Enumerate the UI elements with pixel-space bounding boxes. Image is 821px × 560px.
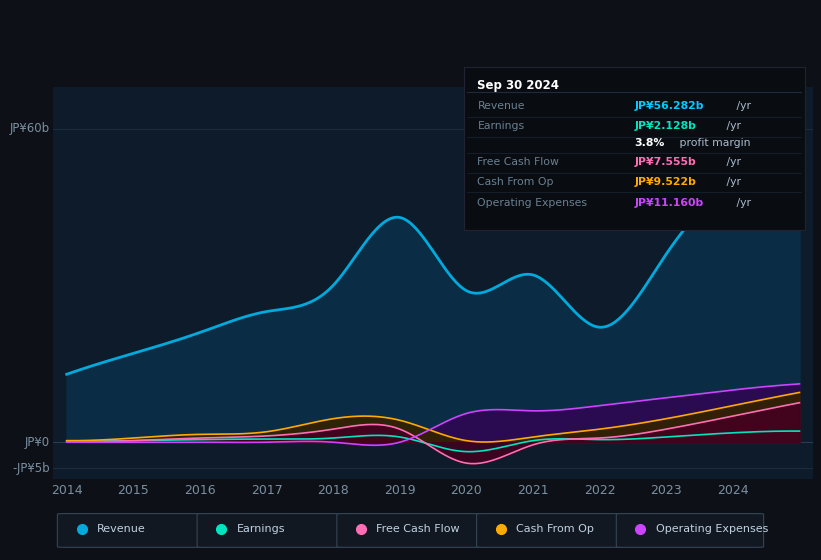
Text: JP¥11.160b: JP¥11.160b	[635, 198, 704, 208]
Text: Earnings: Earnings	[478, 122, 525, 132]
FancyBboxPatch shape	[476, 514, 624, 547]
FancyBboxPatch shape	[617, 514, 764, 547]
Text: JP¥7.555b: JP¥7.555b	[635, 157, 696, 167]
Text: JP¥56.282b: JP¥56.282b	[635, 101, 704, 111]
Text: /yr: /yr	[733, 198, 751, 208]
Text: Earnings: Earnings	[236, 524, 285, 534]
Text: JP¥60b: JP¥60b	[10, 122, 49, 135]
Text: 3.8%: 3.8%	[635, 138, 664, 148]
Text: Free Cash Flow: Free Cash Flow	[478, 157, 559, 167]
Text: JP¥9.522b: JP¥9.522b	[635, 177, 696, 186]
Text: -JP¥5b: -JP¥5b	[12, 462, 49, 475]
Text: JP¥0: JP¥0	[25, 436, 49, 449]
Text: Cash From Op: Cash From Op	[516, 524, 594, 534]
FancyBboxPatch shape	[337, 514, 484, 547]
Text: Operating Expenses: Operating Expenses	[478, 198, 588, 208]
Text: Revenue: Revenue	[97, 524, 145, 534]
Text: JP¥2.128b: JP¥2.128b	[635, 122, 696, 132]
Text: Operating Expenses: Operating Expenses	[656, 524, 768, 534]
Text: /yr: /yr	[733, 101, 751, 111]
Text: Sep 30 2024: Sep 30 2024	[478, 78, 559, 92]
Text: profit margin: profit margin	[676, 138, 750, 148]
Text: Cash From Op: Cash From Op	[478, 177, 554, 186]
Text: Revenue: Revenue	[478, 101, 525, 111]
Text: Free Cash Flow: Free Cash Flow	[376, 524, 460, 534]
FancyBboxPatch shape	[57, 514, 204, 547]
FancyBboxPatch shape	[197, 514, 345, 547]
Text: /yr: /yr	[723, 122, 741, 132]
Text: /yr: /yr	[723, 157, 741, 167]
Text: /yr: /yr	[723, 177, 741, 186]
